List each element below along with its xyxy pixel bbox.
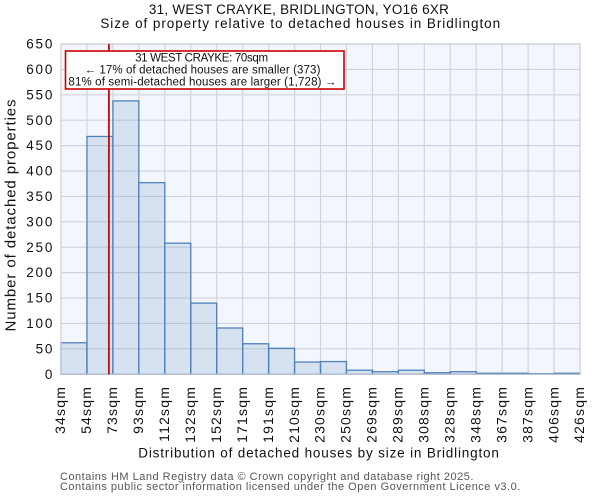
svg-text:171sqm: 171sqm (234, 386, 250, 443)
svg-text:367sqm: 367sqm (493, 386, 509, 443)
svg-text:289sqm: 289sqm (390, 386, 406, 443)
svg-text:328sqm: 328sqm (441, 386, 457, 443)
svg-text:250sqm: 250sqm (338, 386, 354, 443)
svg-text:Contains public sector informa: Contains public sector information licen… (60, 481, 521, 493)
svg-text:31, WEST CRAYKE, BRIDLINGTON,: 31, WEST CRAYKE, BRIDLINGTON, YO16 6XR (149, 2, 449, 17)
svg-text:387sqm: 387sqm (519, 386, 535, 443)
svg-text:0: 0 (45, 367, 54, 382)
svg-text:112sqm: 112sqm (156, 386, 172, 442)
svg-text:200: 200 (26, 265, 54, 280)
svg-text:600: 600 (26, 62, 54, 77)
svg-text:Number of detached properties: Number of detached properties (3, 99, 20, 332)
svg-text:150: 150 (26, 291, 54, 306)
svg-text:550: 550 (26, 87, 54, 102)
svg-text:500: 500 (26, 113, 54, 128)
svg-text:210sqm: 210sqm (286, 386, 302, 443)
svg-text:100: 100 (26, 316, 54, 331)
svg-text:54sqm: 54sqm (78, 386, 94, 434)
svg-text:93sqm: 93sqm (130, 386, 146, 434)
svg-text:269sqm: 269sqm (364, 386, 380, 443)
svg-text:152sqm: 152sqm (208, 386, 224, 443)
svg-text:650: 650 (26, 37, 54, 52)
svg-text:73sqm: 73sqm (104, 386, 120, 434)
svg-text:450: 450 (26, 138, 54, 153)
svg-text:50: 50 (36, 341, 55, 356)
svg-text:348sqm: 348sqm (467, 386, 483, 443)
svg-text:31 WEST CRAYKE: 70sqm: 31 WEST CRAYKE: 70sqm (135, 53, 268, 65)
svg-text:Size of property relative to d: Size of property relative to detached ho… (100, 16, 501, 31)
svg-text:230sqm: 230sqm (312, 386, 328, 443)
svg-text:Distribution of detached house: Distribution of detached houses by size … (138, 446, 500, 461)
svg-text:350: 350 (26, 189, 54, 204)
svg-text:← 17% of detached houses are s: ← 17% of detached houses are smaller (37… (84, 65, 320, 77)
svg-text:300: 300 (26, 214, 54, 229)
svg-text:132sqm: 132sqm (182, 386, 198, 443)
svg-text:308sqm: 308sqm (416, 386, 432, 443)
svg-text:34sqm: 34sqm (52, 386, 68, 434)
svg-text:81% of semi-detached houses ar: 81% of semi-detached houses are larger (… (68, 77, 336, 89)
svg-text:406sqm: 406sqm (545, 386, 561, 443)
svg-text:191sqm: 191sqm (260, 386, 276, 443)
svg-text:426sqm: 426sqm (571, 386, 587, 443)
svg-text:400: 400 (26, 164, 54, 179)
svg-text:Contains HM Land Registry data: Contains HM Land Registry data © Crown c… (60, 471, 474, 483)
svg-text:250: 250 (26, 240, 54, 255)
